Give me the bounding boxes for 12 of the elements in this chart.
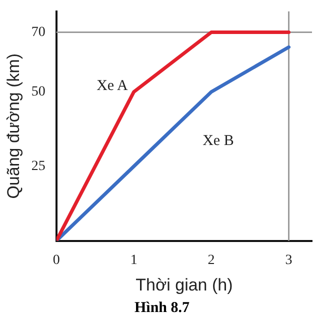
x-tick-label: 3: [285, 252, 292, 268]
series-label: Xe B: [202, 133, 234, 150]
y-tick-label: 50: [31, 84, 46, 100]
x-tick-label: 2: [208, 252, 215, 268]
x-tick-label: 1: [130, 252, 138, 268]
y-axis-title: Quãng đường (km): [4, 53, 23, 199]
x-tick-label: 0: [52, 252, 60, 268]
text: Hình 8.7: [133, 300, 191, 317]
y-tick-label: 25: [31, 158, 46, 174]
x-axis-title: Thời gian (h): [136, 275, 233, 294]
series-label: Xe A: [96, 78, 128, 94]
y-tick-label: 70: [31, 24, 46, 40]
